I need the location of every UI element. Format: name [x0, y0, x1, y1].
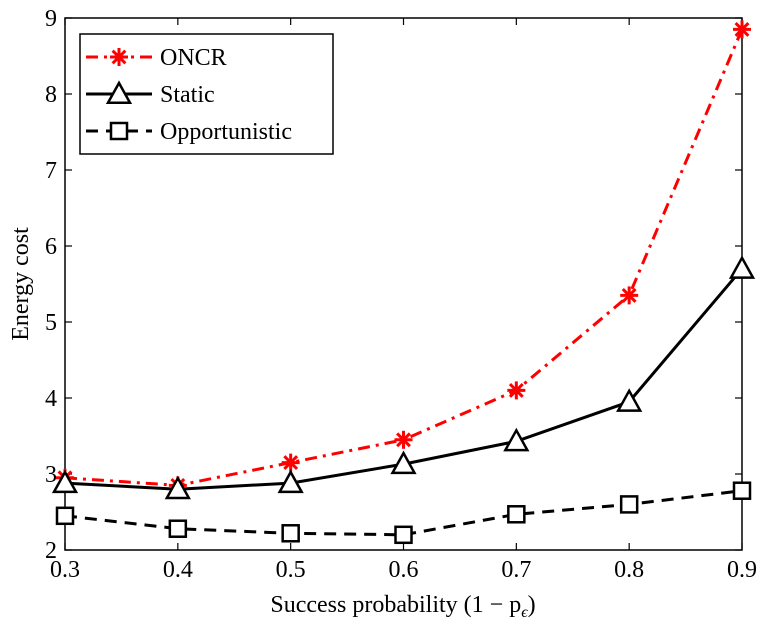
data-point-oncr — [733, 20, 751, 39]
y-tick-label: 9 — [45, 6, 57, 32]
y-tick-label: 7 — [45, 158, 57, 184]
data-point-opportunistic — [732, 481, 752, 500]
data-point-opportunistic — [507, 505, 526, 524]
x-axis-label-close: ) — [528, 592, 536, 618]
data-point-opportunistic — [55, 506, 75, 526]
data-point-oncr — [394, 430, 413, 449]
legend: ONCR Static Opportunistic — [79, 33, 334, 155]
x-tick-label: 0.8 — [614, 557, 644, 583]
data-point-oncr — [507, 381, 526, 400]
x-tick-label: 0.5 — [276, 557, 306, 583]
y-tick-label: 2 — [45, 538, 57, 564]
x-tick-label: 0.3 — [50, 557, 80, 583]
x-axis-label-subscript: ϵ — [521, 604, 528, 621]
data-point-static — [728, 255, 756, 279]
data-point-static — [390, 450, 417, 475]
legend-marker-static — [105, 80, 133, 105]
data-point-oncr — [281, 453, 300, 472]
y-tick-label: 8 — [45, 82, 57, 108]
data-point-opportunistic — [619, 495, 639, 514]
y-tick-label: 6 — [45, 234, 57, 260]
legend-label-static: Static — [160, 82, 215, 108]
data-point-oncr — [620, 286, 639, 305]
y-tick-label: 3 — [45, 462, 57, 488]
data-point-opportunistic — [281, 524, 300, 543]
axis-ticks: 0.3 0.4 0.5 0.6 0.7 0.8 0.9 2 3 4 5 6 7 8 9 — [45, 6, 757, 583]
data-point-static — [277, 469, 304, 494]
y-tick-label: 4 — [45, 386, 57, 412]
y-tick-label: 5 — [45, 310, 57, 336]
y-axis-label: Energy cost — [8, 227, 34, 341]
data-point-opportunistic — [394, 525, 413, 545]
x-tick-label: 0.4 — [163, 557, 193, 583]
data-point-static — [503, 427, 530, 452]
series-layer — [51, 20, 756, 545]
legend-label-opportunistic: Opportunistic — [160, 119, 292, 145]
legend-marker-opportunistic — [109, 121, 129, 141]
data-point-static — [164, 475, 191, 500]
data-point-opportunistic — [168, 519, 188, 538]
legend-marker-oncr — [110, 48, 128, 66]
x-tick-label: 0.9 — [727, 557, 757, 583]
x-tick-label: 0.6 — [389, 557, 419, 583]
data-point-static — [616, 388, 643, 412]
data-point-static — [51, 469, 79, 494]
x-tick-label: 0.7 — [501, 557, 531, 583]
legend-label-oncr: ONCR — [160, 45, 227, 71]
x-axis-label: Success probability (1 − pϵ) — [270, 592, 535, 621]
